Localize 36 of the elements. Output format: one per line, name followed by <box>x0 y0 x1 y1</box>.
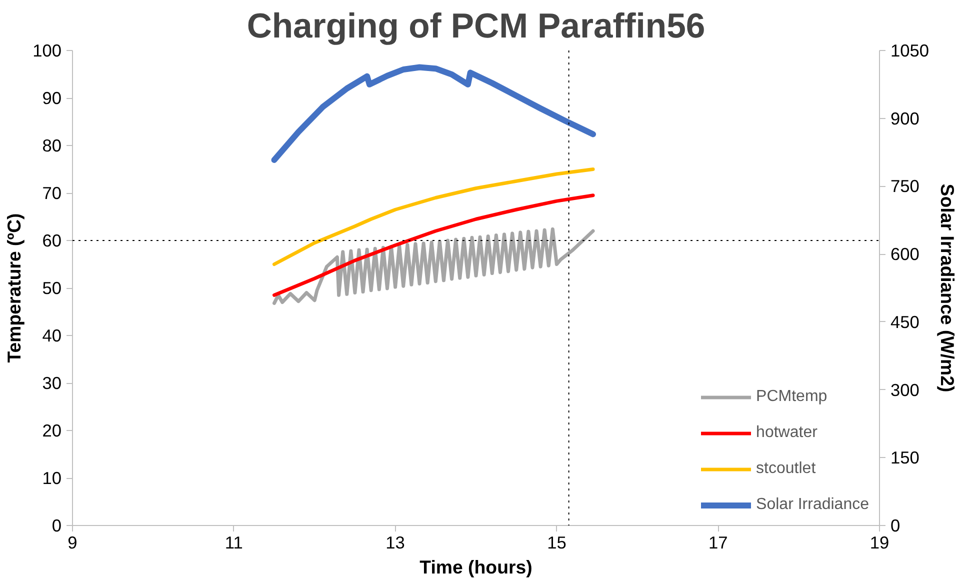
y-tick-label: 80 <box>42 136 62 156</box>
y-tick-label: 20 <box>42 420 62 440</box>
legend-label: hotwater <box>756 424 818 442</box>
y2-tick-label: 900 <box>890 108 920 128</box>
legend-label: PCMtemp <box>756 388 828 406</box>
x-axis-title: Time (hours) <box>420 556 532 578</box>
y-axis-title: Temperature (ºC) <box>4 213 25 363</box>
y-tick-label: 50 <box>42 278 62 298</box>
y2-tick-label: 1050 <box>890 40 930 60</box>
y-tick-label: 10 <box>42 468 62 488</box>
chart-title: Charging of PCM Paraffin56 <box>246 8 706 46</box>
x-tick-label: 13 <box>386 532 405 552</box>
y-tick-label: 0 <box>52 516 62 536</box>
legend-label: stcoutlet <box>756 460 816 478</box>
y-tick-label: 90 <box>42 88 62 108</box>
line-series <box>272 227 595 305</box>
y-tick-label: 30 <box>42 373 62 393</box>
x-tick-label: 11 <box>224 532 243 552</box>
legend-label: Solar Irradiance <box>756 496 869 514</box>
line-series <box>272 194 595 297</box>
x-tick-label: 17 <box>708 532 728 552</box>
y2-tick-label: 150 <box>890 448 920 468</box>
y-tick-label: 40 <box>42 326 62 346</box>
x-tick-label: 15 <box>547 532 566 552</box>
y2-axis-title: Solar Irradiance (W/m2) <box>937 184 958 392</box>
x-tick-label: 9 <box>68 532 78 552</box>
y2-tick-label: 600 <box>890 244 920 264</box>
y2-tick-label: 450 <box>890 312 920 332</box>
y2-tick-label: 750 <box>890 176 920 196</box>
y2-tick-label: 300 <box>890 380 920 400</box>
x-tick-label: 19 <box>870 532 890 552</box>
y-tick-label: 60 <box>42 230 62 250</box>
line-series <box>272 168 595 266</box>
y-tick-label: 100 <box>32 40 62 60</box>
y-tick-label: 70 <box>42 183 62 203</box>
y2-tick-label: 0 <box>890 516 900 536</box>
